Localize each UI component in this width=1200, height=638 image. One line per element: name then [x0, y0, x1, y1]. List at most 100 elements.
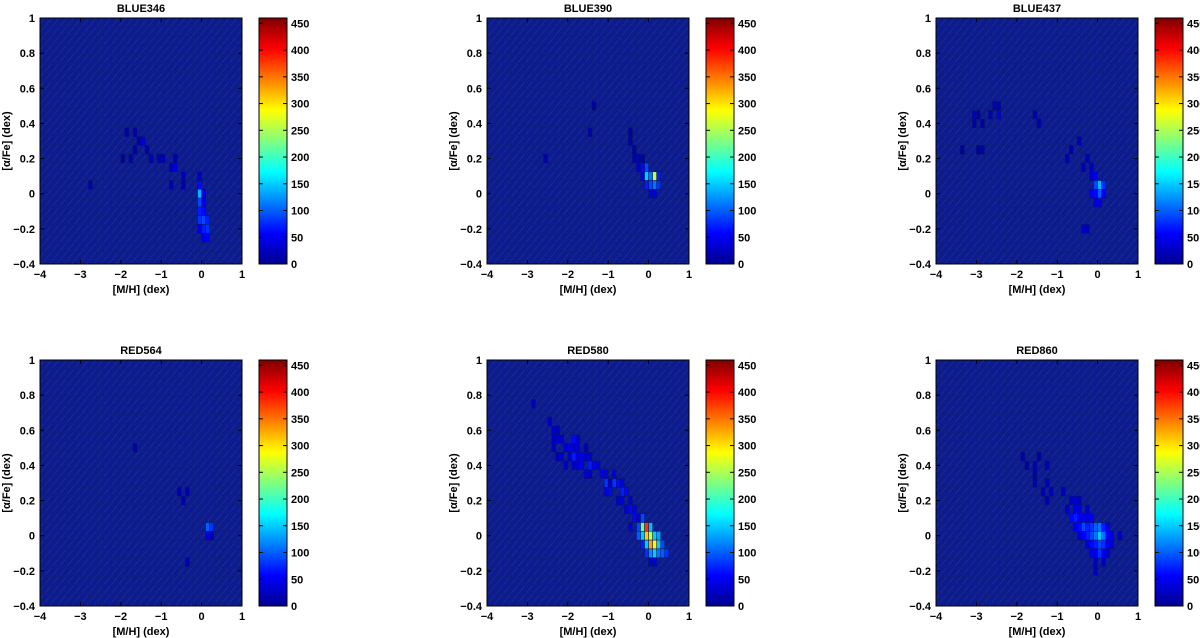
chart3-ytick-label-1: −0.2: [909, 224, 931, 236]
chart4-xtick-label-2: −2: [115, 611, 128, 623]
chart5-cell-27: [587, 460, 593, 471]
chart4-cbar-label-5: 250: [291, 467, 309, 479]
chart5-cell-11: [567, 443, 573, 453]
chart4-cbar-label-2: 100: [291, 548, 309, 560]
chart6-cell-35: [1081, 531, 1086, 541]
chart5-cell-73: [656, 548, 661, 558]
chart3-cell-13: [980, 145, 985, 155]
chart6-cell-52: [1093, 548, 1098, 558]
chart5-cell-59: [640, 531, 645, 541]
chart4-colorbar: [258, 359, 288, 607]
chart3-cbar-label-7: 350: [1187, 72, 1200, 84]
chart3-ytick-label-2: 0: [925, 189, 931, 201]
chart5-grid-texture: [487, 360, 689, 606]
chart5-cell-12: [571, 443, 577, 453]
chart1-cell-2: [132, 127, 138, 137]
chart6-colorbar: [1154, 359, 1184, 607]
chart5-cell-0: [531, 399, 536, 409]
chart6-cell-39: [1097, 531, 1102, 541]
chart5-cell-52: [640, 513, 645, 523]
chart1-ytick-label-6: 0.8: [20, 48, 35, 60]
chart5-ytick-label-1: −0.2: [460, 566, 482, 578]
chart4-cbar-label-7: 350: [291, 414, 309, 426]
chart6-cell-2: [1024, 460, 1030, 471]
chart4-cell-6: [205, 531, 210, 541]
chart1-cbar-label-5: 250: [291, 125, 309, 137]
chart4-xtick-label-5: 1: [239, 611, 245, 623]
chart5-cell-49: [632, 504, 637, 514]
chart5-cell-32: [599, 469, 605, 479]
chart3-cell-31: [1085, 224, 1090, 234]
chart6-cell-45: [1089, 539, 1094, 550]
chart6-cell-44: [1085, 539, 1090, 550]
chart2-cbar-label-8: 400: [738, 45, 756, 57]
chart5-cell-4: [551, 434, 556, 444]
chart6-cell-18: [1085, 504, 1090, 514]
chart3-cell-10: [1077, 136, 1082, 146]
chart6-cell-53: [1097, 548, 1102, 558]
chart6-cell-24: [1089, 513, 1094, 523]
chart5-xtick-label-3: −1: [602, 611, 615, 623]
chart2-cbar-label-4: 200: [738, 152, 756, 164]
chart6-cbar-label-0: 0: [1187, 601, 1193, 613]
chart5-cell-77: [652, 557, 657, 567]
chart5-cell-19: [575, 452, 581, 462]
chart5-cell-36: [607, 478, 613, 488]
chart2-ytick-label-6: 0.8: [467, 48, 482, 60]
chart3-cbar-label-1: 50: [1187, 232, 1199, 244]
chart1-cell-3: [136, 136, 142, 146]
chart6-cell-4: [1044, 460, 1050, 471]
chart5-cell-69: [660, 539, 666, 550]
chart5-xtick-label-1: −3: [521, 611, 534, 623]
chart2-cbar-label-2: 100: [738, 206, 756, 218]
chart2-title: BLUE390: [564, 3, 612, 15]
chart1-title: BLUE346: [117, 3, 165, 15]
chart4-cell-0: [132, 443, 138, 453]
chart2-cbar-label-6: 300: [738, 99, 756, 111]
chart1-cell-12: [173, 153, 178, 164]
chart6-cbar-label-3: 150: [1187, 521, 1200, 533]
chart6-title: RED860: [1016, 345, 1058, 357]
chart5-cbar-label-6: 300: [738, 441, 756, 453]
chart5-cbar-label-8: 400: [738, 387, 756, 399]
chart4-cbar-label-1: 50: [291, 574, 303, 586]
chart5-cell-75: [664, 548, 670, 558]
chart6-cell-40: [1101, 531, 1106, 541]
chart6-ytick-label-7: 1: [925, 355, 931, 367]
chart1-cell-5: [132, 145, 138, 155]
chart6-cell-34: [1077, 531, 1082, 541]
chart6-cell-6: [1032, 478, 1038, 488]
chart3-cell-1: [996, 101, 1001, 111]
chart4-grid-texture: [40, 360, 242, 606]
chart5-cell-58: [636, 531, 641, 541]
chart2-xtick-label-0: −4: [481, 269, 494, 281]
chart1-cell-4: [140, 136, 146, 146]
chart3-cell-28: [1093, 197, 1098, 208]
chart5-cell-61: [648, 531, 653, 541]
chart5-cell-62: [652, 531, 657, 541]
chart1-ytick-label-5: 0.6: [20, 83, 35, 95]
chart5-cell-5: [555, 434, 560, 444]
chart5-cell-20: [579, 452, 585, 462]
chart1-xtick-label-5: 1: [239, 269, 245, 281]
chart6-cell-1: [1036, 452, 1042, 462]
chart6-cell-54: [1101, 548, 1106, 558]
chart6-cell-14: [1077, 495, 1082, 506]
chart6-ytick-label-5: 0.6: [916, 425, 931, 437]
chart1-cell-9: [148, 153, 154, 164]
chart4-cell-4: [205, 522, 210, 532]
chart1-xtick-label-2: −2: [115, 269, 128, 281]
chart1-cell-26: [197, 215, 202, 225]
chart1-cell-32: [201, 233, 206, 243]
chart3-cell-8: [980, 118, 985, 129]
chart1-cell-20: [197, 189, 202, 199]
chart6-cell-50: [1109, 539, 1115, 550]
chart5-cell-23: [563, 460, 569, 471]
chart5-cell-31: [587, 469, 593, 479]
chart5-ytick-label-3: 0.2: [467, 496, 482, 508]
chart3-cbar-label-9: 450: [1187, 18, 1200, 30]
chart4-ytick-label-6: 0.8: [20, 390, 35, 402]
chart6-cell-46: [1093, 539, 1098, 550]
chart5-cell-67: [652, 539, 657, 550]
chart5-cell-68: [656, 539, 661, 550]
